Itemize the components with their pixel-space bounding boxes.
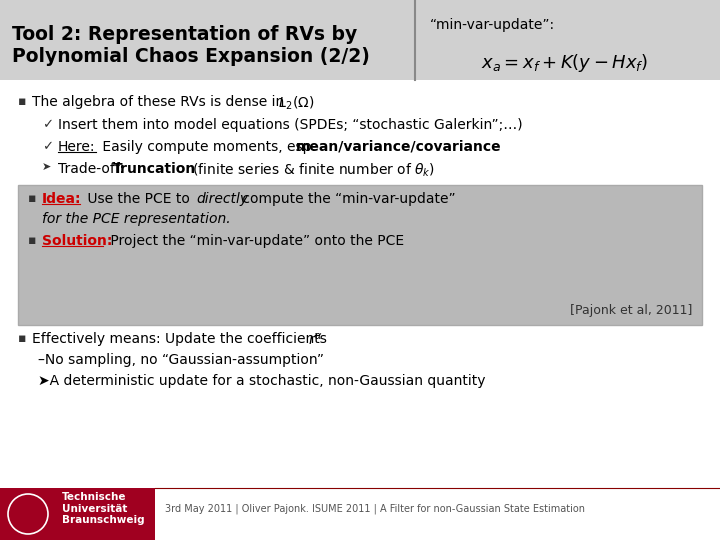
Text: ✓: ✓ xyxy=(42,140,53,153)
Text: Idea:: Idea: xyxy=(42,192,81,206)
Text: for the PCE representation.: for the PCE representation. xyxy=(42,212,230,226)
Text: Solution:: Solution: xyxy=(42,234,112,248)
Text: “min-var-update”:: “min-var-update”: xyxy=(430,18,555,32)
Text: Technische
Universität
Braunschweig: Technische Universität Braunschweig xyxy=(62,492,145,525)
Text: Easily compute moments, esp.: Easily compute moments, esp. xyxy=(98,140,320,154)
Text: Project the “min-var-update” onto the PCE: Project the “min-var-update” onto the PC… xyxy=(106,234,404,248)
Text: (finite series & finite number of $\theta_k$): (finite series & finite number of $\thet… xyxy=(188,162,435,179)
Text: Tool 2: Representation of RVs by
Polynomial Chaos Expansion (2/2): Tool 2: Representation of RVs by Polynom… xyxy=(12,25,370,66)
Text: compute the “min-var-update”: compute the “min-var-update” xyxy=(238,192,456,206)
Text: 3rd May 2011 | Oliver Pajonk. ISUME 2011 | A Filter for non-Gaussian State Estim: 3rd May 2011 | Oliver Pajonk. ISUME 2011… xyxy=(165,503,585,514)
Text: Trade-off:: Trade-off: xyxy=(58,162,128,176)
Text: ➤A deterministic update for a stochastic, non-Gaussian quantity: ➤A deterministic update for a stochastic… xyxy=(38,374,485,388)
Text: ➤: ➤ xyxy=(42,162,51,172)
Text: ▪: ▪ xyxy=(28,234,37,247)
Text: [Pajonk et al, 2011]: [Pajonk et al, 2011] xyxy=(570,304,692,317)
FancyBboxPatch shape xyxy=(0,488,155,540)
Text: ▪: ▪ xyxy=(28,192,37,205)
Text: Here:: Here: xyxy=(58,140,96,154)
Text: –No sampling, no “Gaussian-assumption”: –No sampling, no “Gaussian-assumption” xyxy=(38,353,324,367)
Text: $L_2(\Omega)$: $L_2(\Omega)$ xyxy=(278,95,315,112)
Text: Effectively means: Update the coefficients: Effectively means: Update the coefficien… xyxy=(32,332,331,346)
Text: Insert them into model equations (SPDEs; “stochastic Galerkin”;…): Insert them into model equations (SPDEs;… xyxy=(58,118,523,132)
Text: ✓: ✓ xyxy=(42,118,53,131)
Text: $r^\alpha$: $r^\alpha$ xyxy=(308,332,323,348)
FancyBboxPatch shape xyxy=(0,488,720,540)
Text: directly: directly xyxy=(196,192,248,206)
Text: mean/variance/covariance: mean/variance/covariance xyxy=(296,140,502,154)
FancyBboxPatch shape xyxy=(0,0,720,80)
Text: Use the PCE to: Use the PCE to xyxy=(83,192,194,206)
Text: $x_a = x_f + K(y - Hx_f)$: $x_a = x_f + K(y - Hx_f)$ xyxy=(482,52,649,74)
Text: The algebra of these RVs is dense in: The algebra of these RVs is dense in xyxy=(32,95,289,109)
Text: ▪: ▪ xyxy=(18,95,27,108)
FancyBboxPatch shape xyxy=(18,185,702,325)
Text: Truncation: Truncation xyxy=(113,162,197,176)
Text: ▪: ▪ xyxy=(18,332,27,345)
